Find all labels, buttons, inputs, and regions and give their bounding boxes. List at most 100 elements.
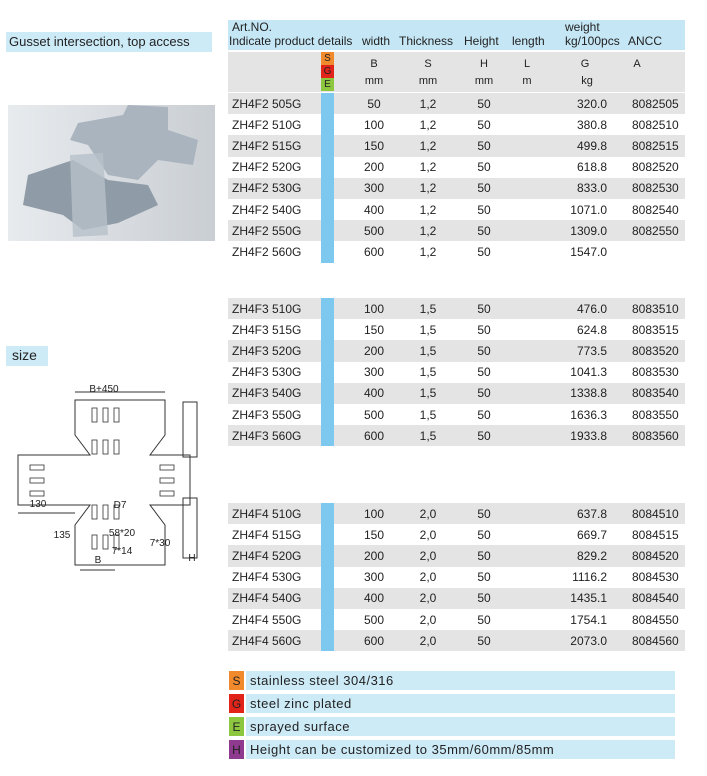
thickness-cell: 1,2 xyxy=(419,181,437,196)
height-cell: 50 xyxy=(477,301,491,316)
height-cell: 50 xyxy=(477,506,491,521)
weight-cell: 833.0 xyxy=(576,181,607,196)
header-cell: Height xyxy=(464,34,499,48)
ancc-cell: 8082505 xyxy=(632,96,679,111)
finish-badge xyxy=(321,65,334,78)
header-cell: width xyxy=(362,34,391,48)
size-label: size xyxy=(12,347,37,363)
column-unit: mm xyxy=(364,75,384,87)
weight-cell: 2073.0 xyxy=(570,633,607,648)
drawing-label: B xyxy=(95,555,102,566)
thickness-cell: 1,2 xyxy=(419,202,437,217)
row-band xyxy=(228,503,685,525)
header-cell: length xyxy=(512,34,545,48)
product-code: ZH4F3 515G xyxy=(232,322,302,337)
title-band xyxy=(6,32,212,52)
thickness-cell: 1,2 xyxy=(419,245,437,259)
product-code: ZH4F4 540G xyxy=(232,591,302,606)
product-code: ZH4F4 550G xyxy=(232,612,302,627)
ancc-cell: 8084550 xyxy=(632,612,679,627)
weight-cell: 1071.0 xyxy=(570,202,607,217)
thickness-cell: 2,0 xyxy=(419,612,437,627)
thickness-cell: 1,2 xyxy=(419,139,437,153)
finish-code: S xyxy=(324,52,331,64)
header-cell: weight xyxy=(565,20,600,34)
weight-cell: 1041.3 xyxy=(570,365,607,380)
legend-badge xyxy=(229,671,244,690)
weight-cell: 624.8 xyxy=(576,322,607,337)
width-cell: 50 xyxy=(367,96,381,111)
width-cell: 300 xyxy=(363,181,385,196)
product-code: ZH4F3 510G xyxy=(232,301,302,316)
weight-cell: 1754.1 xyxy=(570,612,607,627)
product-code: ZH4F3 520G xyxy=(232,344,302,358)
weight-cell: 1338.8 xyxy=(570,386,607,401)
drawing-label: B+450 xyxy=(89,384,119,395)
height-cell: 50 xyxy=(477,344,491,358)
product-code: ZH4F2 560G xyxy=(232,245,302,259)
product-code: ZH4F4 510G xyxy=(232,506,302,521)
ancc-cell: 8082540 xyxy=(632,202,679,217)
legend-bar xyxy=(246,671,675,690)
width-cell: 200 xyxy=(363,344,385,358)
thickness-cell: 1,5 xyxy=(419,386,437,401)
legend-code: E xyxy=(232,719,241,734)
weight-cell: 380.8 xyxy=(576,117,607,132)
row-band xyxy=(228,220,685,242)
drawing-label: 7*14 xyxy=(112,546,133,557)
legend-text: stainless steel 304/316 xyxy=(250,672,394,688)
ancc-cell: 8082520 xyxy=(632,160,679,175)
thickness-cell: 1,5 xyxy=(419,322,437,337)
finish-badge xyxy=(321,52,334,65)
drawing-label: 7*30 xyxy=(150,538,171,549)
ancc-cell: 8082510 xyxy=(632,117,679,132)
width-cell: 200 xyxy=(363,160,385,175)
thickness-cell: 1,5 xyxy=(419,344,437,358)
product-code: ZH4F2 530G xyxy=(232,181,302,196)
product-code: ZH4F3 530G xyxy=(232,365,302,380)
height-cell: 50 xyxy=(477,223,491,238)
product-code: ZH4F3 560G xyxy=(232,428,302,443)
product-code: ZH4F4 515G xyxy=(232,527,302,542)
technical-drawing: B+450 130 135 D7 58*20 7*30 7*14 B H xyxy=(17,384,198,571)
height-cell: 50 xyxy=(477,527,491,542)
width-cell: 400 xyxy=(363,591,385,606)
width-cell: 300 xyxy=(363,570,385,585)
product-code: ZH4F2 510G xyxy=(232,117,302,132)
finish-code: G xyxy=(323,65,332,77)
width-cell: 600 xyxy=(363,428,385,443)
size-band xyxy=(6,346,48,366)
ancc-cell: 8084520 xyxy=(632,549,679,563)
column-symbol: G xyxy=(580,58,590,70)
ancc-cell: 8082530 xyxy=(632,181,679,196)
legend-code: S xyxy=(232,673,241,688)
width-cell: 500 xyxy=(363,612,385,627)
ancc-cell: 8083560 xyxy=(632,428,679,443)
thickness-cell: 1,2 xyxy=(419,160,437,175)
thickness-cell: 1,5 xyxy=(419,428,437,443)
legend-bar xyxy=(246,740,675,759)
weight-cell: 829.2 xyxy=(576,549,607,563)
column-symbol: S xyxy=(424,58,432,70)
product-code: ZH4F3 540G xyxy=(232,386,302,401)
product-code: ZH4F2 515G xyxy=(232,139,302,153)
thickness-cell: 1,5 xyxy=(419,365,437,380)
legend-code: H xyxy=(232,742,241,757)
ancc-cell: 8082515 xyxy=(632,139,679,153)
height-cell: 50 xyxy=(477,160,491,175)
product-code: ZH4F4 560G xyxy=(232,633,302,648)
product-code: ZH4F4 520G xyxy=(232,549,302,563)
column-symbol: B xyxy=(370,58,378,70)
finish-stripe xyxy=(321,298,334,447)
thickness-cell: 1,2 xyxy=(419,96,437,111)
thickness-cell: 2,0 xyxy=(419,549,437,563)
weight-cell: 669.7 xyxy=(576,527,607,542)
legend-badge xyxy=(229,717,244,736)
finish-badge xyxy=(321,78,334,91)
width-cell: 150 xyxy=(363,139,385,153)
thickness-cell: 1,5 xyxy=(419,407,437,422)
drawing-label: 130 xyxy=(30,499,47,510)
height-cell: 50 xyxy=(477,407,491,422)
thickness-cell: 2,0 xyxy=(419,570,437,585)
